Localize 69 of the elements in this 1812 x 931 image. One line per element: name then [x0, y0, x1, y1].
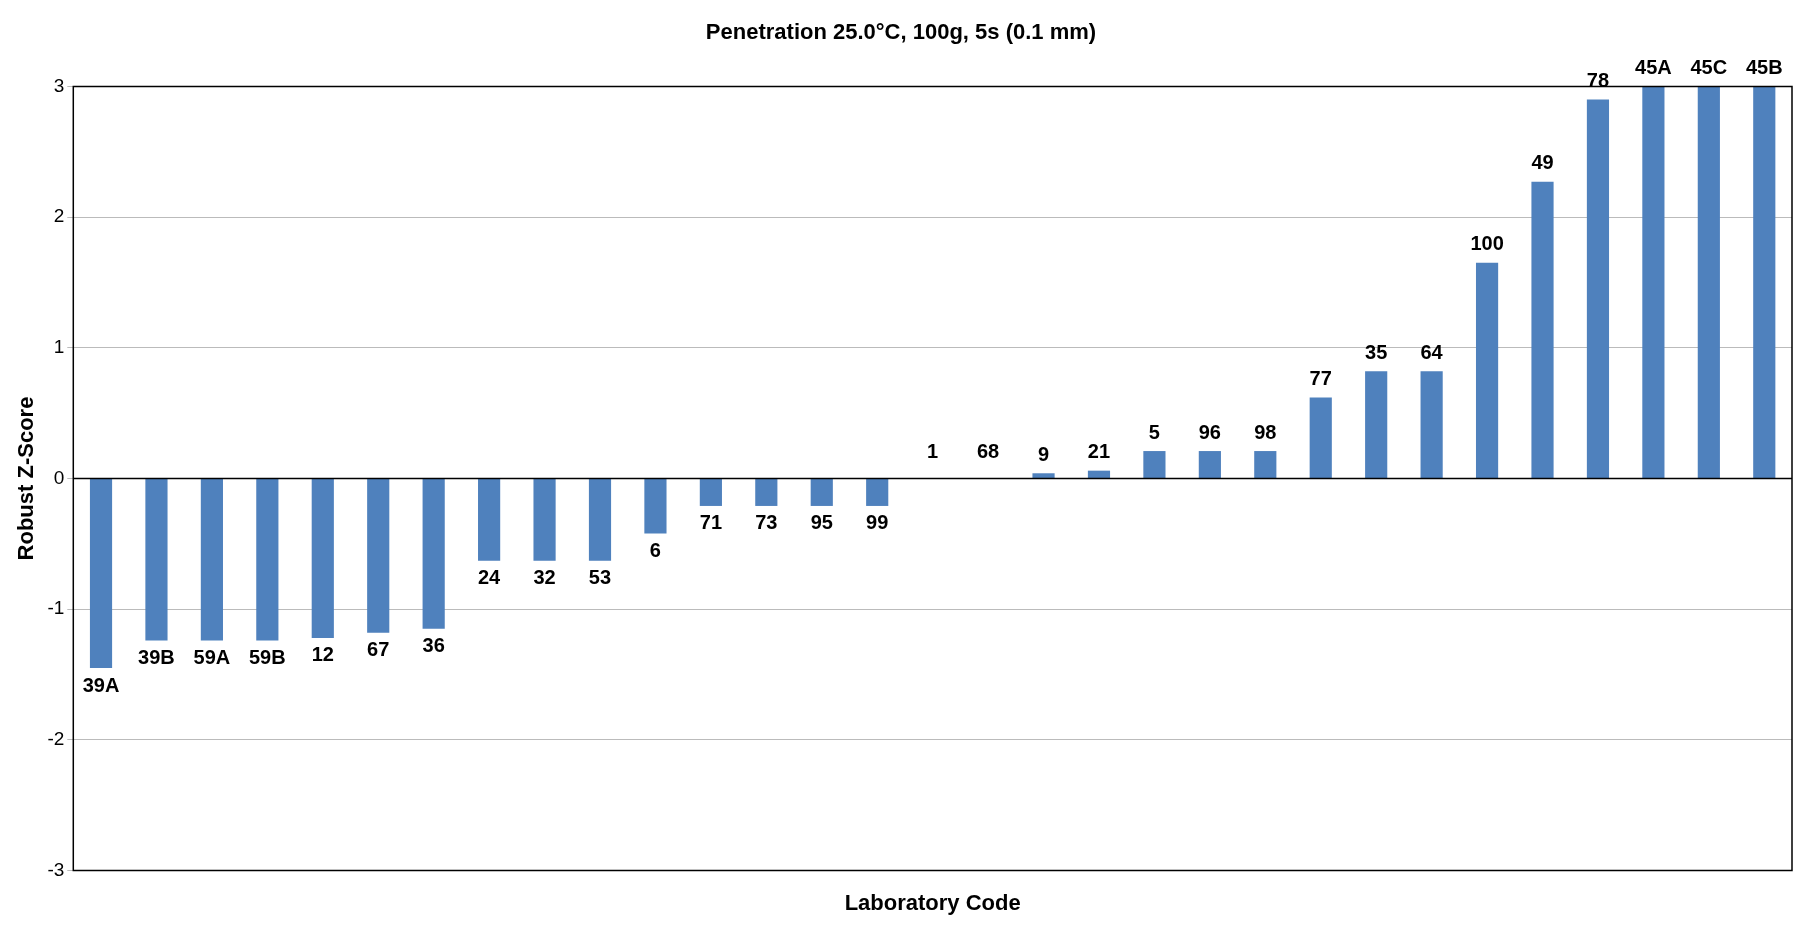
- bar: [1254, 451, 1277, 478]
- bar: [1420, 371, 1443, 478]
- x-tick-label: 73: [755, 511, 778, 534]
- bar: [1032, 473, 1055, 478]
- bar: [1365, 371, 1388, 478]
- x-tick-label: 32: [533, 566, 556, 589]
- x-tick-label: 71: [699, 511, 722, 534]
- x-tick-label: 77: [1309, 366, 1332, 389]
- x-tick-label: 67: [367, 638, 390, 661]
- bar: [256, 479, 279, 641]
- x-tick-label: 45A: [1635, 55, 1672, 78]
- x-tick-label: 45B: [1745, 55, 1783, 78]
- x-tick-label: 39A: [82, 673, 120, 696]
- x-tick-label: 1: [927, 440, 939, 463]
- x-tick-label: 98: [1254, 420, 1277, 443]
- y-tick-label: 0: [53, 466, 65, 488]
- bar: [367, 479, 390, 633]
- x-tick-label: 9: [1037, 442, 1050, 465]
- x-tick-label: 21: [1087, 440, 1111, 463]
- bar: [1309, 397, 1332, 478]
- bar: [755, 479, 778, 506]
- y-tick-label: 3: [53, 74, 65, 96]
- x-tick-label: 45C: [1690, 55, 1728, 78]
- x-tick-label: 64: [1420, 340, 1444, 363]
- x-tick-label: 49: [1531, 151, 1554, 174]
- bar: [533, 479, 556, 561]
- x-tick-label: 35: [1365, 340, 1388, 363]
- bar: [1697, 86, 1720, 478]
- bar: [89, 479, 113, 669]
- y-axis-title: Robust Z-Score: [13, 396, 39, 561]
- bar: [1753, 86, 1776, 478]
- y-tick-label: -2: [47, 728, 65, 750]
- bar: [311, 479, 334, 638]
- bar: [866, 479, 889, 506]
- x-tick-label: 96: [1198, 420, 1221, 443]
- x-tick-label: 39B: [138, 646, 175, 669]
- bar: [1586, 99, 1610, 478]
- x-tick-label: 59A: [193, 646, 231, 669]
- x-tick-label: 68: [976, 440, 1000, 463]
- bar: [644, 479, 667, 534]
- x-tick-label: 36: [422, 634, 445, 657]
- bar: [1087, 470, 1111, 478]
- x-tick-label: 59B: [248, 646, 286, 669]
- bar: [1198, 451, 1221, 478]
- bar: [810, 479, 833, 506]
- x-tick-label: 6: [649, 538, 661, 561]
- x-tick-label: 24: [477, 566, 502, 589]
- x-tick-label: 100: [1470, 232, 1504, 255]
- x-tick-label: 12: [311, 643, 334, 666]
- x-tick-label: 95: [810, 511, 833, 534]
- x-tick-label: 99: [866, 511, 889, 534]
- bar: [1642, 86, 1665, 478]
- x-tick-label: 5: [1148, 420, 1160, 443]
- x-axis-title: Laboratory Code: [844, 889, 1021, 915]
- bar: [1143, 451, 1166, 478]
- bar: [200, 479, 223, 641]
- chart-title: Penetration 25.0°C, 100g, 5s (0.1 mm): [705, 19, 1097, 45]
- bar: [145, 479, 168, 641]
- bar: [699, 479, 722, 506]
- x-tick-label: 78: [1586, 68, 1610, 91]
- bar: [422, 479, 445, 629]
- bar: [1531, 181, 1554, 478]
- bar: [1475, 262, 1499, 478]
- bar: [588, 479, 612, 561]
- y-tick-label: -3: [47, 858, 65, 880]
- y-tick-label: 2: [53, 205, 65, 227]
- bar: [478, 479, 501, 561]
- y-tick-label: -1: [47, 597, 65, 619]
- x-tick-label: 53: [588, 566, 612, 589]
